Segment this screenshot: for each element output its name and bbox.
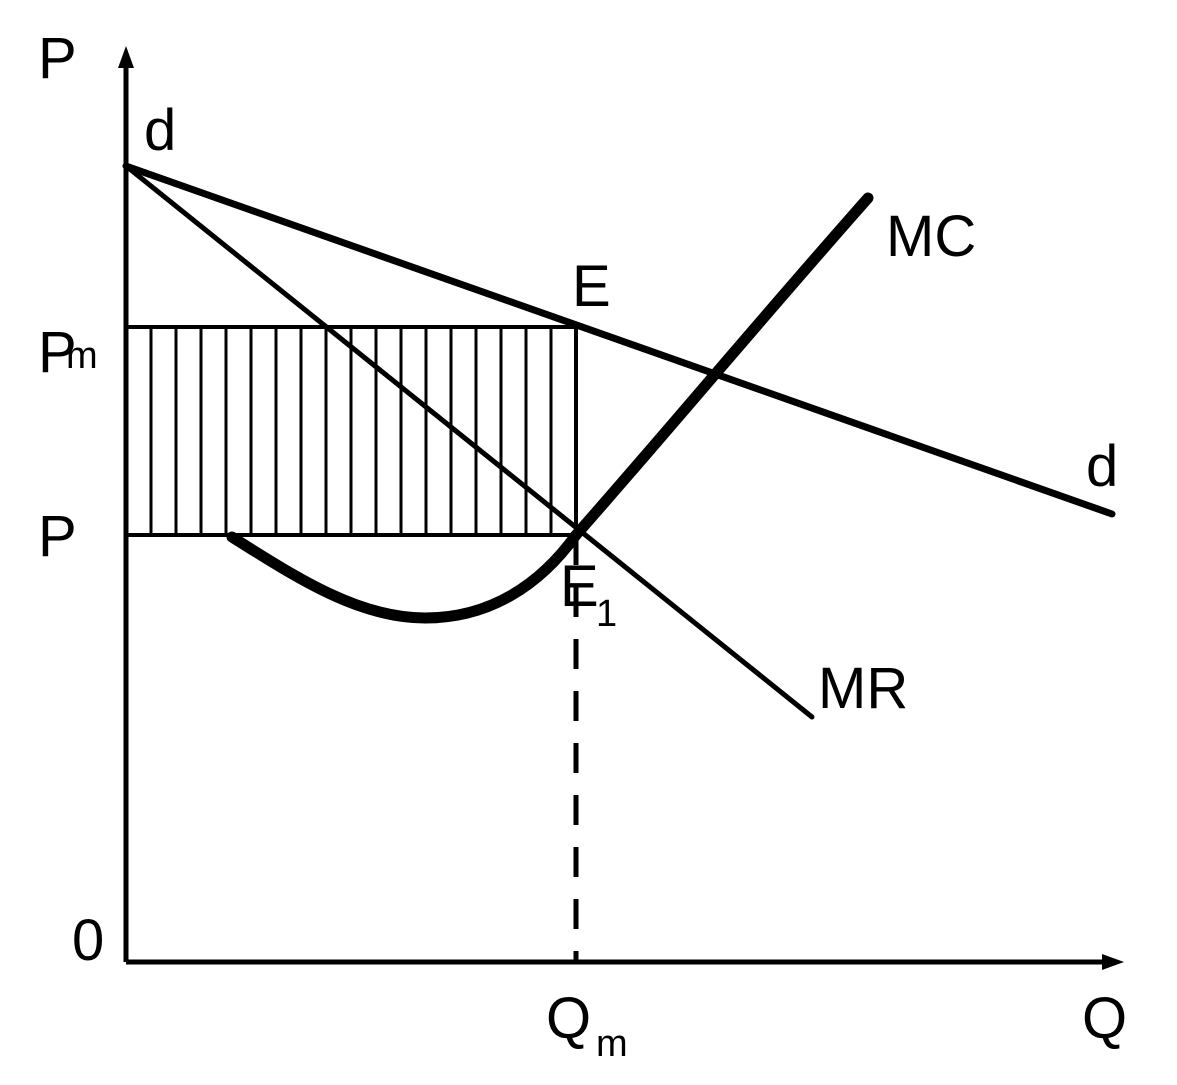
mr-curve (123, 163, 815, 720)
p-label: P (38, 504, 77, 569)
profit-area (124, 325, 578, 537)
mc-label: MC (886, 204, 976, 269)
demand-label-top: d (144, 98, 176, 163)
y-axis-label: P (38, 26, 77, 91)
x-axis-arrow (1102, 954, 1124, 970)
demand-label-end: d (1086, 434, 1118, 499)
qm-label: Q (546, 986, 591, 1051)
pm-subscript: m (66, 335, 98, 377)
mc-curve (226, 192, 874, 624)
point-e1-subscript: 1 (596, 593, 617, 635)
qm-subscript: m (596, 1023, 628, 1065)
origin-label: 0 (72, 908, 104, 973)
profit-hatching (149, 327, 553, 535)
point-e-label: E (572, 254, 611, 319)
point-e1-label: E (560, 554, 599, 619)
mr-label: MR (818, 656, 908, 721)
demand-curve (122, 162, 1116, 518)
x-axis-label: Q (1082, 986, 1127, 1051)
y-axis-arrow (118, 46, 134, 68)
axes (118, 46, 1124, 970)
pm-label: P (38, 320, 77, 385)
